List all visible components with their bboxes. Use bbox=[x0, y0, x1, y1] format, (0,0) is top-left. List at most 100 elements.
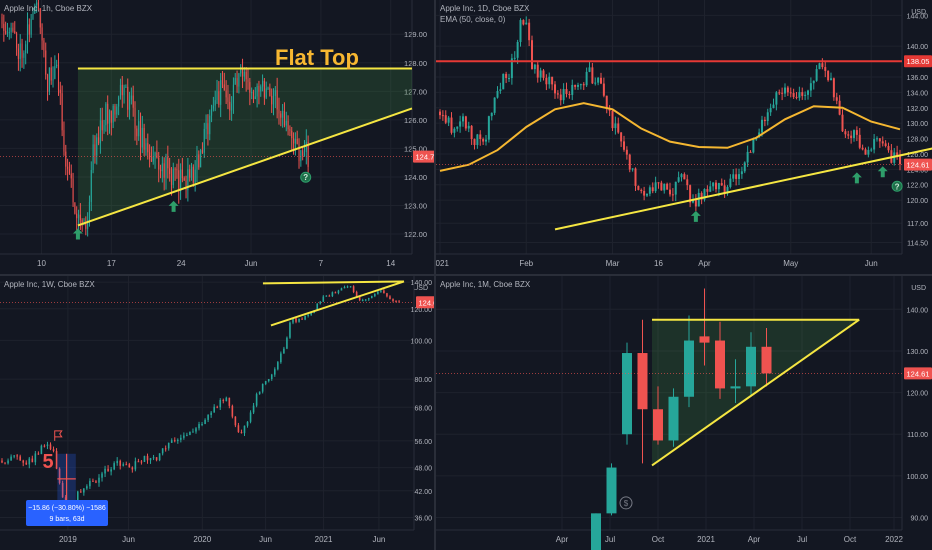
candle-body bbox=[154, 152, 156, 157]
y-tick-label: 140.00 bbox=[907, 307, 929, 314]
candle-body bbox=[346, 286, 349, 288]
candle-body bbox=[252, 405, 255, 413]
candle-body bbox=[1, 17, 3, 24]
candle-body bbox=[190, 166, 193, 178]
candle-body bbox=[294, 138, 296, 144]
candle-body bbox=[850, 135, 853, 138]
chart-svg-1d: 114.50 117.00 120.00 122.00 124.00 126.00 128.… bbox=[436, 0, 932, 268]
last-price-tag-bg bbox=[416, 296, 434, 309]
y-tick-label: 124.00 bbox=[404, 173, 427, 182]
candle-body bbox=[25, 462, 28, 465]
last-price-tag: 124.61 bbox=[907, 161, 930, 170]
candle-body bbox=[236, 78, 238, 87]
candle-body bbox=[876, 138, 878, 140]
indicator-legend[interactable]: EMA (50, close, 0) bbox=[440, 15, 506, 24]
candle-body bbox=[818, 63, 821, 70]
candle-body bbox=[588, 67, 591, 72]
candle-body bbox=[161, 163, 163, 172]
chart-title: Apple Inc, 1D, Cboe BZX bbox=[440, 4, 530, 13]
candle-body bbox=[225, 90, 227, 98]
candle-body bbox=[104, 468, 106, 474]
candle-body bbox=[221, 80, 224, 85]
candle-body bbox=[746, 151, 749, 163]
candle-body bbox=[798, 92, 801, 98]
candle-body bbox=[123, 87, 125, 96]
candle-body bbox=[640, 189, 643, 191]
candle-body bbox=[729, 178, 732, 187]
candle-body bbox=[439, 111, 441, 116]
candle-body bbox=[807, 90, 809, 95]
candle-body bbox=[283, 348, 285, 354]
x-tick-label: Apr bbox=[698, 259, 711, 268]
candle-body bbox=[180, 437, 182, 440]
y-tick-label: 136.00 bbox=[907, 75, 929, 82]
candle-body bbox=[198, 424, 200, 429]
last-price-tag: 124.61 bbox=[419, 298, 434, 307]
candle-body bbox=[686, 179, 689, 186]
candle-body bbox=[574, 84, 577, 87]
candle-body bbox=[137, 461, 140, 463]
candle-body bbox=[328, 295, 331, 297]
candle-body bbox=[169, 168, 171, 174]
candle-body bbox=[482, 139, 485, 142]
candle-body bbox=[54, 66, 56, 79]
candle-body bbox=[286, 337, 288, 349]
candle-body bbox=[274, 369, 276, 375]
x-tick-label: 17 bbox=[107, 259, 116, 268]
x-tick-label: Feb bbox=[519, 259, 533, 268]
candle-body bbox=[674, 181, 677, 195]
y-tick-label: 140.00 bbox=[411, 280, 433, 287]
candle-body bbox=[606, 467, 617, 514]
candles-group bbox=[1, 0, 309, 237]
chart-svg-1m: 90.00 100.00 110.00 120.00 130.00 140.00 Apr Ju… bbox=[436, 276, 932, 550]
candle-body bbox=[40, 445, 43, 455]
candle-body bbox=[873, 139, 876, 150]
candle-body bbox=[125, 86, 127, 88]
measure-change-text: −15.86 (−30.80%) −1586 bbox=[28, 505, 106, 512]
candle-body bbox=[516, 41, 519, 58]
candle-body bbox=[204, 419, 206, 424]
panel-divider-horizontal[interactable] bbox=[0, 274, 932, 276]
candle-body bbox=[139, 121, 142, 148]
y-tick-label: 129.00 bbox=[404, 30, 427, 39]
chart-panel-1w[interactable]: 36.00 42.00 48.00 56.00 68.00 80.00 100.00 120.… bbox=[0, 276, 434, 550]
x-tick-label: 7 bbox=[319, 259, 324, 268]
chart-panel-1m[interactable]: 90.00 100.00 110.00 120.00 130.00 140.00 Apr Ju… bbox=[436, 276, 932, 550]
candle-body bbox=[730, 386, 741, 389]
candle-body bbox=[298, 318, 300, 322]
resistance-trendline bbox=[262, 280, 405, 285]
candle-body bbox=[884, 143, 887, 147]
candle-body bbox=[49, 444, 52, 450]
chart-title: Apple Inc, 1W, Cboe BZX bbox=[4, 280, 95, 289]
candle-body bbox=[30, 19, 32, 35]
candle-body bbox=[841, 114, 844, 132]
candle-body bbox=[525, 22, 528, 25]
candle-body bbox=[637, 185, 640, 190]
x-tick-label: 24 bbox=[177, 259, 186, 268]
candle-body bbox=[712, 182, 715, 187]
candle-body bbox=[6, 33, 9, 35]
candle-body bbox=[631, 168, 634, 170]
candle-body bbox=[19, 456, 21, 461]
candle-body bbox=[194, 169, 196, 183]
candle-body bbox=[367, 298, 370, 300]
chart-panel-1h[interactable]: 122.00 123.00 124.00 125.00 126.00 127.00 128.… bbox=[0, 0, 434, 274]
candle-body bbox=[13, 455, 15, 457]
candle-body bbox=[105, 103, 107, 126]
candle-body bbox=[247, 79, 249, 83]
candle-body bbox=[65, 151, 67, 167]
candle-body bbox=[19, 43, 21, 59]
y-tick-label: 100.00 bbox=[907, 474, 929, 481]
candle-body bbox=[110, 469, 112, 472]
up-arrow-icon bbox=[168, 200, 179, 212]
candle-body bbox=[559, 94, 562, 101]
chart-panel-1d[interactable]: 114.50 117.00 120.00 122.00 124.00 126.00 128.… bbox=[436, 0, 932, 274]
candle-body bbox=[301, 318, 303, 320]
x-tick-label: 2021 bbox=[315, 535, 333, 544]
candle-body bbox=[138, 121, 140, 137]
candle-body bbox=[291, 130, 293, 139]
candle-body bbox=[203, 128, 205, 153]
candle-body bbox=[81, 220, 83, 224]
x-tick-label: Jul bbox=[797, 535, 807, 544]
candles-group bbox=[591, 288, 772, 550]
